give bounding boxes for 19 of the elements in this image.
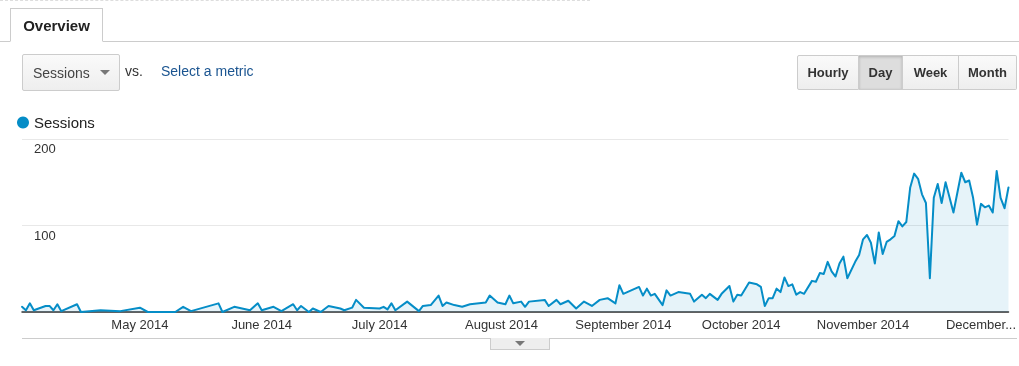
x-tick-label: November 2014 bbox=[816, 317, 910, 332]
y-tick-label: 200 bbox=[34, 141, 56, 156]
x-tick-label: May 2014 bbox=[111, 317, 169, 332]
x-tick-label: August 2014 bbox=[464, 317, 538, 332]
text: Month bbox=[959, 55, 1017, 90]
text: Hourly bbox=[797, 55, 859, 90]
x-tick-label: June 2014 bbox=[231, 317, 293, 332]
x-tick-label: September 2014 bbox=[575, 317, 672, 332]
text: Week bbox=[903, 55, 959, 90]
x-tick-label: October 2014 bbox=[701, 317, 781, 332]
text: Select a metric bbox=[161, 63, 254, 79]
chart-title: Overview bbox=[10, 8, 103, 42]
y-tick-label: 100 bbox=[34, 227, 56, 243]
x-tick-label: July 2014 bbox=[351, 317, 408, 332]
text: Sessions bbox=[33, 64, 90, 81]
legend-label: Sessions bbox=[34, 114, 95, 131]
x-tick-label: December... bbox=[945, 317, 1016, 332]
text: Day bbox=[859, 55, 903, 90]
text: vs. bbox=[125, 63, 143, 79]
